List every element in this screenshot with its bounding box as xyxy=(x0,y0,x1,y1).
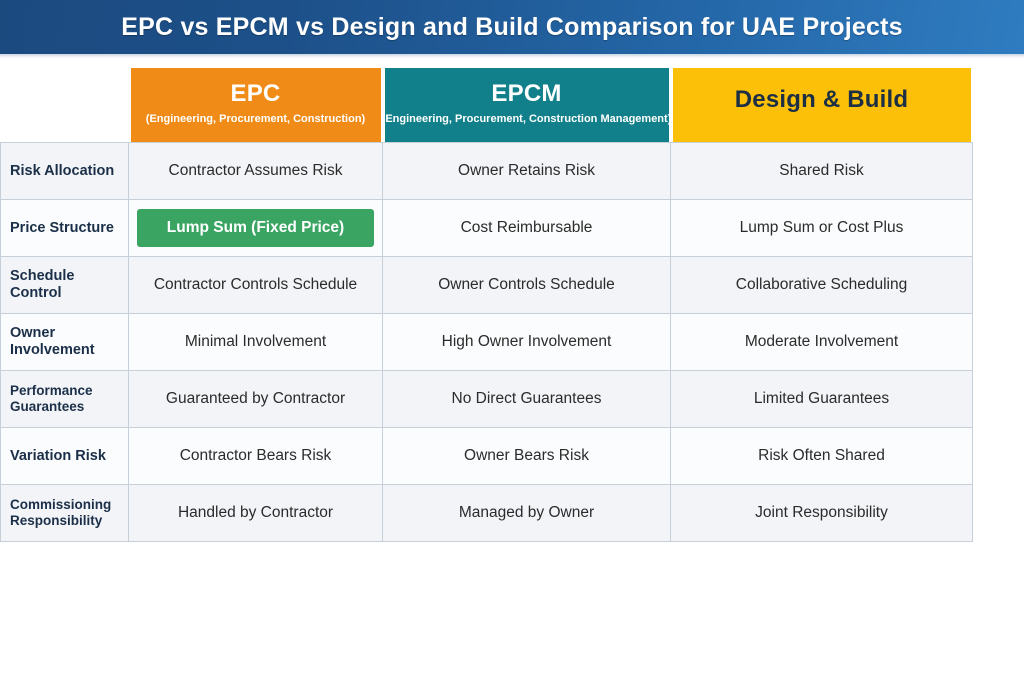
cell-risk-allocation-epcm: Owner Retains Risk xyxy=(382,142,671,200)
comparison-table: EPC (Engineering, Procurement, Construct… xyxy=(0,66,973,542)
column-header-design-build: Design & Build xyxy=(670,66,973,143)
table-row: Risk Allocation Contractor Assumes Risk … xyxy=(0,142,973,200)
table-row: Performance Guarantees Guaranteed by Con… xyxy=(0,370,973,428)
page-title-bar: EPC vs EPCM vs Design and Build Comparis… xyxy=(0,0,1024,54)
cell-commissioning-responsibility-epcm: Managed by Owner xyxy=(382,484,671,542)
table-row: Price Structure Lump Sum (Fixed Price) C… xyxy=(0,199,973,257)
cell-variation-risk-design-build: Risk Often Shared xyxy=(670,427,973,485)
table-row: Variation Risk Contractor Bears Risk Own… xyxy=(0,427,973,485)
cell-commissioning-responsibility-design-build: Joint Responsibility xyxy=(670,484,973,542)
table-corner-cell xyxy=(0,66,129,143)
row-label-schedule-control: Schedule Control xyxy=(0,256,129,314)
table-row: Commissioning Responsibility Handled by … xyxy=(0,484,973,542)
cell-risk-allocation-epc: Contractor Assumes Risk xyxy=(128,142,383,200)
cell-owner-involvement-epcm: High Owner Involvement xyxy=(382,313,671,371)
row-label-variation-risk: Variation Risk xyxy=(0,427,129,485)
page-title: EPC vs EPCM vs Design and Build Comparis… xyxy=(121,12,903,41)
cell-performance-guarantees-design-build: Limited Guarantees xyxy=(670,370,973,428)
cell-performance-guarantees-epcm: No Direct Guarantees xyxy=(382,370,671,428)
cell-schedule-control-epcm: Owner Controls Schedule xyxy=(382,256,671,314)
cell-schedule-control-epc: Contractor Controls Schedule xyxy=(128,256,383,314)
cell-schedule-control-design-build: Collaborative Scheduling xyxy=(670,256,973,314)
cell-variation-risk-epc: Contractor Bears Risk xyxy=(128,427,383,485)
cell-price-structure-epc: Lump Sum (Fixed Price) xyxy=(128,199,383,257)
column-header-design-build-title: Design & Build xyxy=(734,86,909,114)
column-header-epc: EPC (Engineering, Procurement, Construct… xyxy=(128,66,383,143)
table-body: Risk Allocation Contractor Assumes Risk … xyxy=(0,142,973,542)
cell-commissioning-responsibility-epc: Handled by Contractor xyxy=(128,484,383,542)
cell-price-structure-epcm: Cost Reimbursable xyxy=(382,199,671,257)
cell-owner-involvement-design-build: Moderate Involvement xyxy=(670,313,973,371)
cell-owner-involvement-epc: Minimal Involvement xyxy=(128,313,383,371)
table-header-row: EPC (Engineering, Procurement, Construct… xyxy=(0,66,973,143)
column-header-epcm-title: EPCM xyxy=(491,80,562,108)
row-label-risk-allocation: Risk Allocation xyxy=(0,142,129,200)
table-header: EPC (Engineering, Procurement, Construct… xyxy=(0,66,973,143)
row-label-owner-involvement: Owner Involvement xyxy=(0,313,129,371)
row-label-price-structure: Price Structure xyxy=(0,199,129,257)
table-row: Schedule Control Contractor Controls Sch… xyxy=(0,256,973,314)
comparison-table-wrapper: EPC (Engineering, Procurement, Construct… xyxy=(0,66,1024,542)
title-underline-divider xyxy=(0,54,1024,58)
column-header-epc-title: EPC xyxy=(230,80,281,108)
column-header-epcm-subtitle: (Engineering, Procurement, Construction … xyxy=(381,112,672,125)
cell-price-structure-design-build: Lump Sum or Cost Plus xyxy=(670,199,973,257)
row-label-commissioning-responsibility: Commissioning Responsibility xyxy=(0,484,129,542)
table-row: Owner Involvement Minimal Involvement Hi… xyxy=(0,313,973,371)
cell-risk-allocation-design-build: Shared Risk xyxy=(670,142,973,200)
highlight-pill-lump-sum: Lump Sum (Fixed Price) xyxy=(137,209,374,247)
column-header-epc-subtitle: (Engineering, Procurement, Construction) xyxy=(145,112,366,125)
cell-variation-risk-epcm: Owner Bears Risk xyxy=(382,427,671,485)
column-header-epcm: EPCM (Engineering, Procurement, Construc… xyxy=(381,66,672,143)
page-blank-area xyxy=(0,556,1024,683)
cell-performance-guarantees-epc: Guaranteed by Contractor xyxy=(128,370,383,428)
row-label-performance-guarantees: Performance Guarantees xyxy=(0,370,129,428)
